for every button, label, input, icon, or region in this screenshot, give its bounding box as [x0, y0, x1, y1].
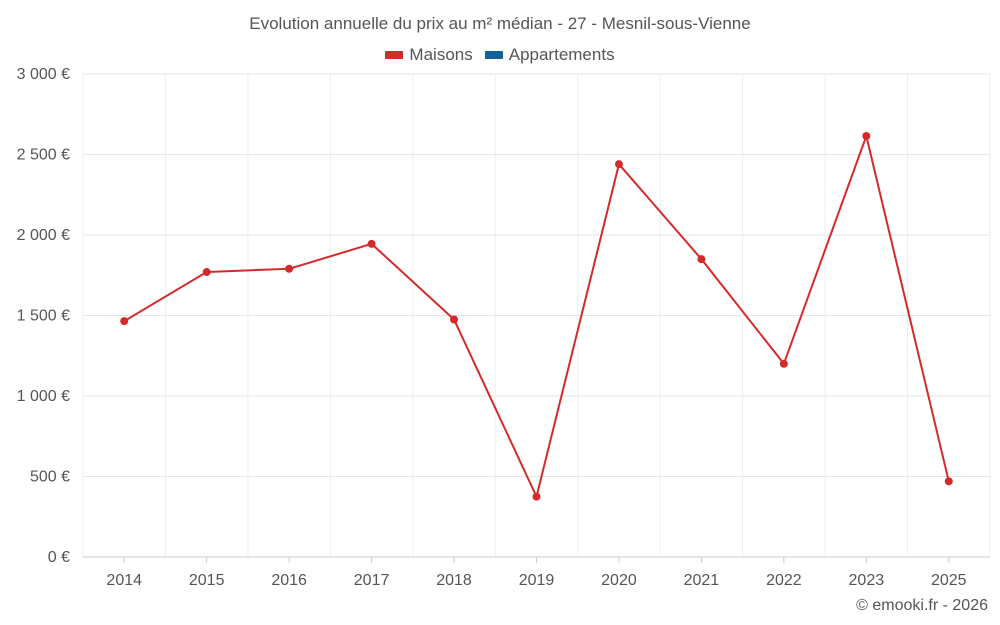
data-point	[367, 239, 376, 248]
x-tick-label: 2023	[849, 572, 885, 589]
legend-swatch-appartements	[484, 51, 503, 59]
data-point	[944, 477, 953, 486]
data-point	[862, 131, 871, 140]
x-tick-label: 2016	[271, 572, 307, 589]
x-tick-label: 2020	[601, 572, 637, 589]
legend-label-appartements: Appartements	[508, 45, 615, 64]
legend-label-maisons: Maisons	[409, 45, 473, 64]
legend-item-appartements[interactable]: Appartements	[484, 45, 615, 65]
data-point	[779, 359, 788, 368]
data-point	[285, 264, 294, 273]
y-tick-label: 2 000 €	[17, 227, 70, 244]
data-point	[450, 315, 459, 324]
y-tick-label: 1 000 €	[17, 388, 70, 405]
x-tick-label: 2021	[684, 572, 720, 589]
legend-swatch-maisons	[385, 51, 404, 59]
data-point	[532, 492, 541, 501]
y-tick-label: 500 €	[30, 469, 70, 486]
credit-text: © emooki.fr - 2026	[856, 597, 988, 614]
data-point	[120, 317, 129, 326]
y-tick-label: 0 €	[48, 549, 70, 566]
x-tick-label: 2017	[354, 572, 390, 589]
y-tick-label: 3 000 €	[17, 66, 70, 83]
x-tick-label: 2015	[189, 572, 225, 589]
data-point	[614, 160, 623, 169]
x-tick-label: 2019	[519, 572, 555, 589]
chart-title: Evolution annuelle du prix au m² médian …	[249, 14, 751, 33]
y-tick-label: 2 500 €	[17, 147, 70, 164]
y-tick-label: 1 500 €	[17, 308, 70, 325]
data-point	[202, 268, 211, 277]
legend: Maisons Appartements	[0, 45, 1000, 65]
data-point	[697, 255, 706, 264]
legend-item-maisons[interactable]: Maisons	[385, 45, 473, 65]
x-tick-label: 2022	[766, 572, 802, 589]
x-tick-label: 2018	[436, 572, 472, 589]
x-tick-label: 2025	[931, 572, 967, 589]
x-tick-label: 2014	[106, 572, 142, 589]
